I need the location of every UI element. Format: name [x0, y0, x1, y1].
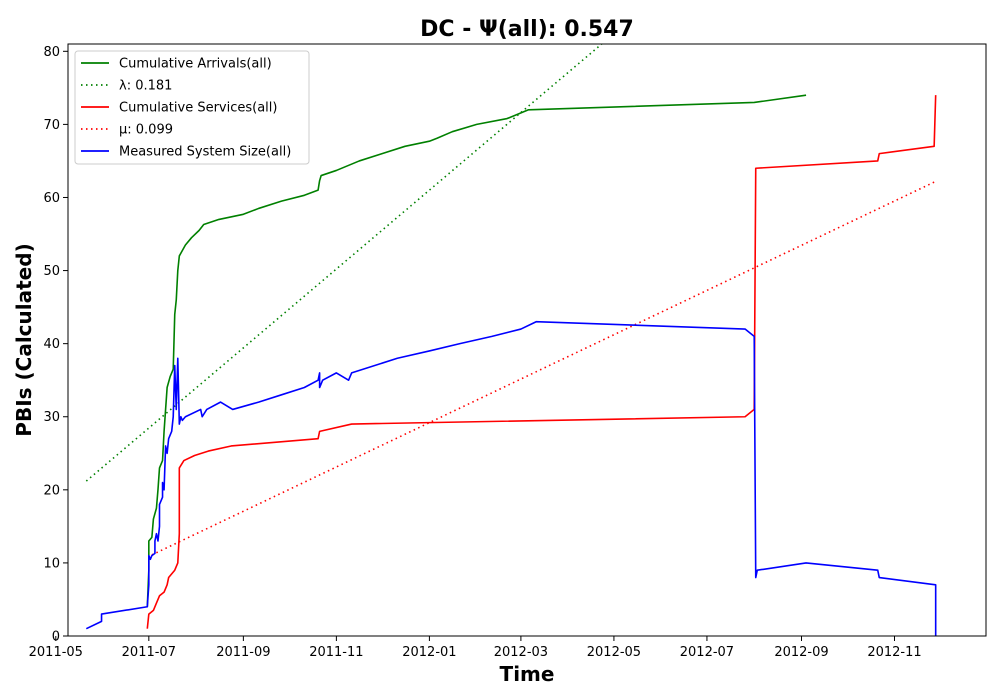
axes-frame: [67, 43, 987, 637]
x-axis-label: Time: [500, 662, 555, 686]
y-tick-label: 0: [52, 630, 60, 645]
y-tick-label: 80: [43, 45, 60, 60]
y-axis: 0 10 20 30 40 50 60 70 80: [43, 45, 68, 645]
x-tick-label: 2011-09: [216, 645, 270, 660]
x-tick-label: 2012-11: [867, 645, 921, 660]
x-tick-label: 2011-07: [122, 645, 176, 660]
y-tick-label: 70: [43, 118, 60, 133]
series-line-4: [85, 320, 937, 636]
legend-label-1: λ: 0.181: [119, 79, 172, 94]
x-tick-label: 2012-03: [494, 645, 548, 660]
y-tick-label: 60: [43, 191, 60, 206]
x-tick-label: 2012-09: [774, 645, 828, 660]
y-tick-label: 50: [43, 264, 60, 279]
legend-label-4: Measured System Size(all): [119, 145, 291, 160]
legend: Cumulative Arrivals(all) λ: 0.181 Cumulati…: [74, 50, 310, 165]
chart-title: DC - Ψ(all): 0.547: [420, 17, 634, 42]
legend-label-3: μ: 0.099: [119, 123, 173, 138]
series-line-2: [146, 95, 937, 629]
y-tick-label: 40: [43, 337, 60, 352]
x-axis: 2011-05 2011-07 2011-09 2011-11 2012-01 2012-…: [29, 636, 922, 660]
y-tick-label: 30: [43, 410, 60, 425]
x-tick-label: 2012-01: [402, 645, 456, 660]
legend-label-0: Cumulative Arrivals(all): [119, 57, 272, 72]
legend-label-2: Cumulative Services(all): [119, 101, 277, 116]
series-layer: [85, 44, 937, 636]
y-axis-label: PBIs (Calculated): [12, 243, 36, 436]
legend-frame: [74, 50, 310, 165]
x-tick-label: 2011-05: [29, 645, 83, 660]
y-tick-label: 10: [43, 556, 60, 571]
x-tick-label: 2012-07: [680, 645, 734, 660]
y-tick-label: 20: [43, 483, 60, 498]
x-tick-label: 2012-05: [587, 645, 641, 660]
plot-area: [67, 43, 987, 637]
series-line-0: [146, 94, 807, 607]
x-tick-label: 2011-11: [309, 645, 363, 660]
